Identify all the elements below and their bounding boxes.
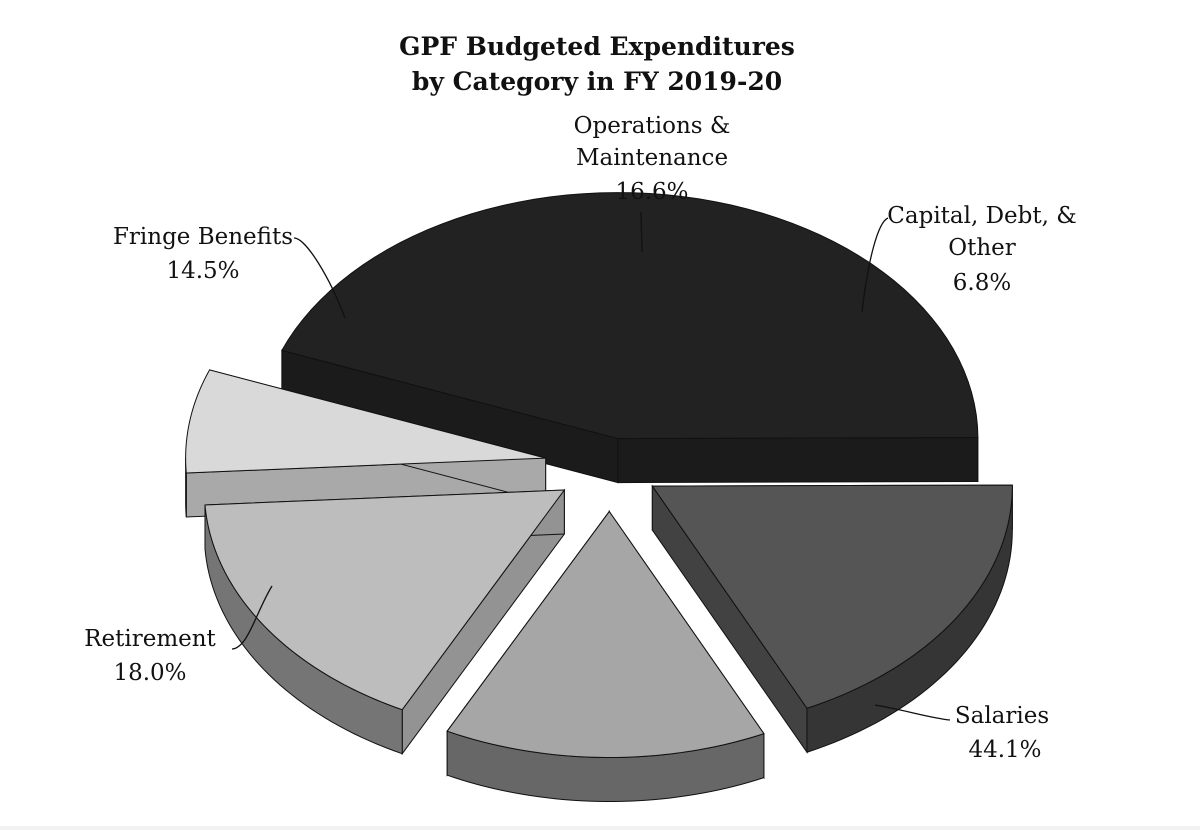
pie-slices bbox=[185, 192, 1013, 803]
chart-title: GPF Budgeted Expenditures by Category in… bbox=[399, 32, 795, 96]
slice-top bbox=[281, 192, 979, 440]
slice-label-salaries: Salaries 44.1% bbox=[874, 703, 1049, 763]
slice-label-text: Fringe Benefits bbox=[113, 224, 293, 250]
slice-labels: Salaries 44.1% Retirement 18.0% Fringe Benef… bbox=[84, 113, 1077, 763]
slice-label-text: Salaries bbox=[955, 703, 1049, 729]
slice-value-label: 14.5% bbox=[166, 258, 239, 284]
slice-label-text: Maintenance bbox=[576, 145, 728, 171]
leader-line bbox=[861, 217, 889, 313]
slice-value-label: 16.6% bbox=[615, 179, 688, 205]
slice-value-label: 44.1% bbox=[968, 737, 1041, 763]
slice-top bbox=[651, 484, 1013, 709]
pie-slice-salaries bbox=[281, 192, 979, 484]
bottom-divider bbox=[0, 826, 1200, 830]
slice-top bbox=[204, 489, 566, 711]
pie-slice-operations-maintenance bbox=[204, 488, 566, 756]
leader-line bbox=[640, 211, 643, 253]
leader-line bbox=[293, 237, 346, 319]
slice-value-label: 18.0% bbox=[113, 660, 186, 686]
slice-top bbox=[185, 369, 546, 474]
chart-title-line-2: by Category in FY 2019-20 bbox=[412, 67, 782, 96]
slice-label-capital-debt-other: Capital, Debt, & Other 6.8% bbox=[861, 203, 1077, 313]
slice-value-label: 6.8% bbox=[953, 270, 1011, 296]
slice-label-text: Retirement bbox=[84, 626, 216, 652]
slice-label-retirement: Retirement 18.0% bbox=[84, 585, 273, 686]
slice-wall bbox=[617, 437, 979, 484]
pie-slice-fringe-benefits bbox=[446, 509, 765, 803]
slice-top bbox=[446, 510, 765, 759]
slice-label-text: Other bbox=[948, 235, 1016, 261]
chart-title-line-1: GPF Budgeted Expenditures bbox=[399, 32, 795, 61]
slice-label-text: Capital, Debt, & bbox=[887, 203, 1076, 229]
slice-label-fringe-benefits: Fringe Benefits 14.5% bbox=[113, 224, 346, 319]
leader-line bbox=[231, 585, 273, 650]
slice-label-text: Operations & bbox=[574, 113, 731, 139]
slice-label-operations-maintenance: Operations & Maintenance 16.6% bbox=[574, 113, 731, 253]
pie-slice-retirement bbox=[651, 484, 1013, 754]
leader-line bbox=[874, 704, 951, 721]
